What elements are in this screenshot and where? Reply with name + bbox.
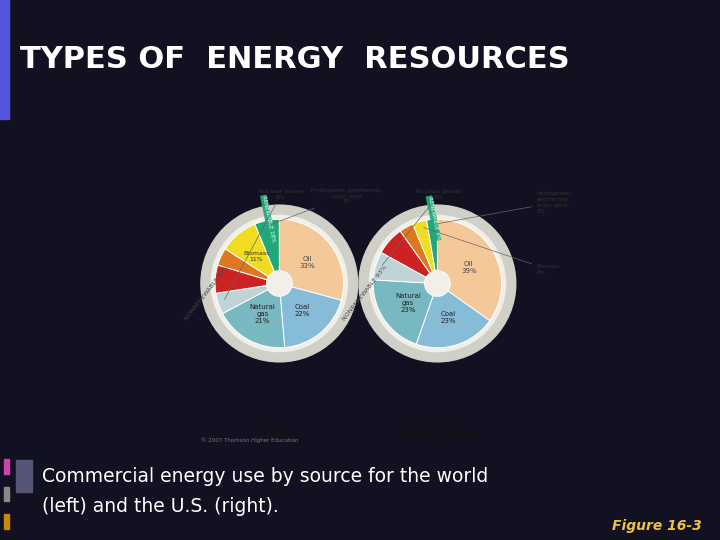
Text: NONRENEWABLE 82%: NONRENEWABLE 82% xyxy=(184,265,230,322)
Text: Nuclear power
6%: Nuclear power 6% xyxy=(225,189,304,300)
Wedge shape xyxy=(222,289,284,348)
Text: Commercial energy use by source for the world: Commercial energy use by source for the … xyxy=(42,467,488,485)
Wedge shape xyxy=(255,219,279,272)
Text: RENEWABLE 18%: RENEWABLE 18% xyxy=(261,195,276,243)
Circle shape xyxy=(369,215,505,352)
Text: Oil
33%: Oil 33% xyxy=(300,255,315,268)
Text: Coal
23%: Coal 23% xyxy=(441,310,456,323)
Wedge shape xyxy=(413,220,436,272)
Text: Coal
22%: Coal 22% xyxy=(294,304,310,317)
Text: Nuclear power
8%: Nuclear power 8% xyxy=(382,189,462,265)
Text: Hydropower,
geothermal,
solar, wind
3%: Hydropower, geothermal, solar, wind 3% xyxy=(435,192,572,224)
Text: World: World xyxy=(262,427,297,437)
Wedge shape xyxy=(381,231,430,277)
Wedge shape xyxy=(216,286,268,314)
Circle shape xyxy=(359,205,516,362)
Text: United States: United States xyxy=(397,427,478,437)
Text: NONRENEWABLE 93%: NONRENEWABLE 93% xyxy=(342,265,388,322)
Circle shape xyxy=(201,205,358,362)
Bar xyxy=(0,0,9,119)
Text: Hydropower, geothermal,
solar, wind
7%: Hydropower, geothermal, solar, wind 7% xyxy=(271,187,382,225)
Text: Natural
gas
21%: Natural gas 21% xyxy=(249,305,275,325)
Text: Natural
gas
23%: Natural gas 23% xyxy=(395,293,421,313)
Bar xyxy=(4,459,9,474)
Wedge shape xyxy=(438,219,502,321)
Text: Oil
39%: Oil 39% xyxy=(461,261,477,274)
Wedge shape xyxy=(279,219,343,300)
Bar xyxy=(4,514,9,529)
Wedge shape xyxy=(215,265,267,293)
Text: © 2007 Thomson Higher Education: © 2007 Thomson Higher Education xyxy=(201,437,299,443)
Circle shape xyxy=(211,215,347,352)
Bar xyxy=(4,487,9,502)
Wedge shape xyxy=(373,252,426,283)
Text: TYPES OF  ENERGY  RESOURCES: TYPES OF ENERGY RESOURCES xyxy=(20,45,570,74)
Text: Biomass
4%: Biomass 4% xyxy=(423,227,560,275)
Wedge shape xyxy=(400,224,433,273)
Text: Biomass
11%: Biomass 11% xyxy=(243,251,270,262)
Wedge shape xyxy=(373,280,433,344)
Wedge shape xyxy=(217,249,269,280)
Text: RENEWABLE 8%: RENEWABLE 8% xyxy=(426,196,441,240)
Wedge shape xyxy=(225,224,274,276)
Wedge shape xyxy=(427,219,438,271)
Text: Figure 16-3: Figure 16-3 xyxy=(612,518,702,532)
Wedge shape xyxy=(416,291,490,348)
Text: (left) and the U.S. (right).: (left) and the U.S. (right). xyxy=(42,497,279,516)
Bar xyxy=(16,460,32,492)
Wedge shape xyxy=(280,287,341,348)
